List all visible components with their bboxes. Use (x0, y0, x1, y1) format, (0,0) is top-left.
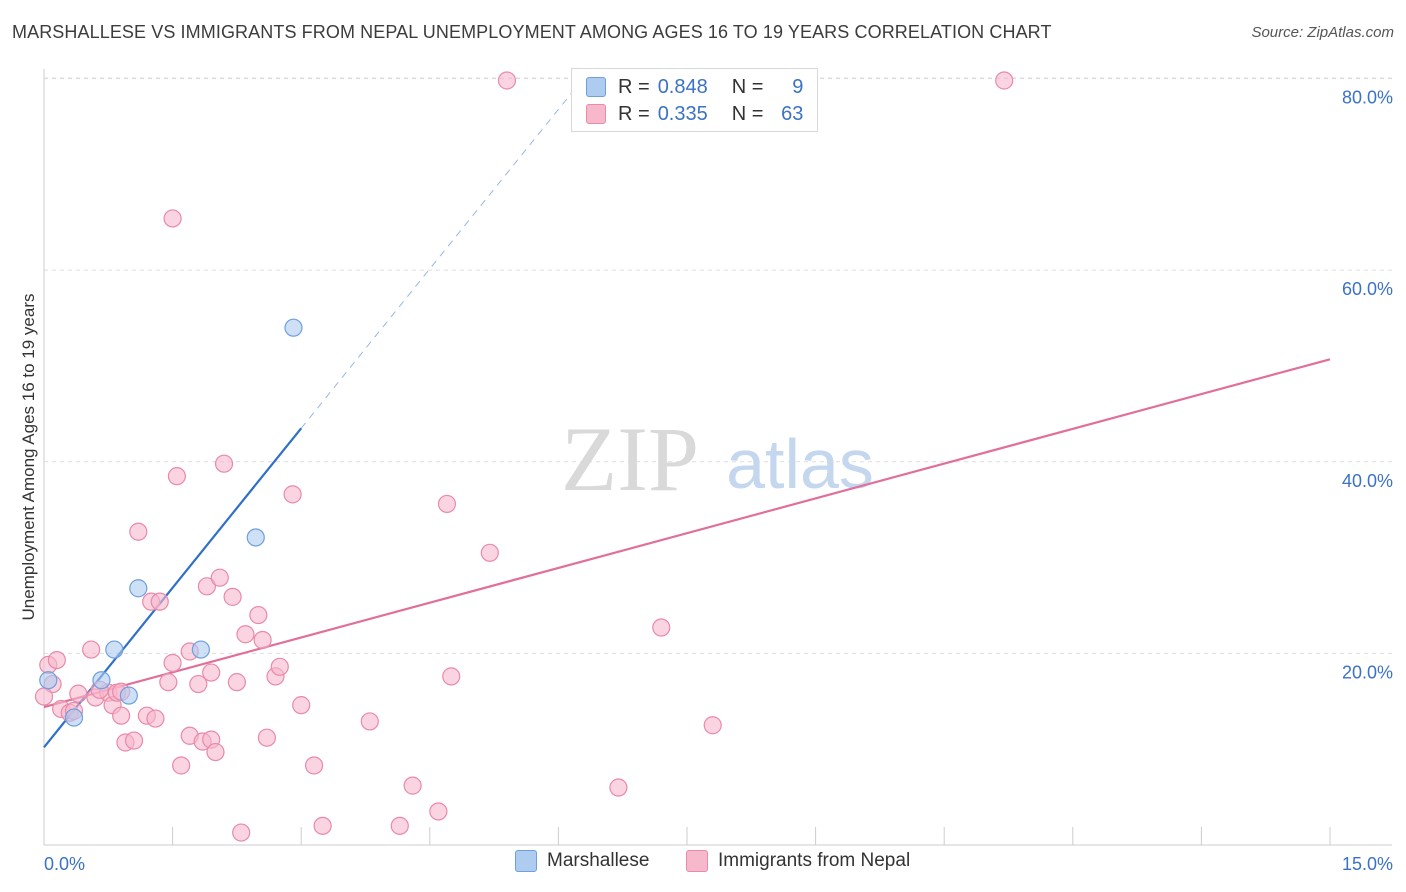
nepal-point (249, 605, 268, 625)
legend-item-nepal[interactable]: Immigrants from Nepal (686, 850, 910, 872)
marshallese-point (246, 528, 265, 547)
n-label: N = (731, 75, 764, 98)
nepal-legend-swatch (686, 850, 708, 872)
nepal-point (283, 485, 302, 504)
marshallese-point (105, 640, 124, 659)
nepal-point (304, 756, 324, 775)
chart-title: MARSHALLESE VS IMMIGRANTS FROM NEPAL UNE… (12, 22, 1052, 42)
nepal-point (270, 657, 289, 676)
marshallese-point (284, 318, 303, 337)
gridlines (44, 77, 1392, 654)
n-label: N = (731, 102, 764, 125)
tick-labels: 20.0% 40.0% 60.0% 80.0% 0.0% 15.0% (44, 88, 1393, 874)
y-axis-label: Unemployment Among Ages 16 to 19 years (19, 294, 38, 621)
r-value: 0.848 (657, 75, 708, 98)
nepal-point (360, 712, 379, 731)
nepal-swatch (586, 104, 606, 124)
r-label: R = (618, 75, 650, 98)
data-points (34, 71, 1014, 842)
nepal-point (652, 618, 671, 637)
source-label: Source: ZipAtlas.com (1251, 24, 1394, 41)
r-label: R = (618, 102, 650, 125)
nepal-point (163, 653, 182, 673)
axes (43, 69, 1392, 846)
marshallese-point (92, 671, 111, 690)
marshallese-point (129, 579, 148, 598)
marshallese-trend-extension (300, 87, 576, 429)
nepal-point (609, 778, 628, 797)
y-tick-label: 40.0% (1342, 471, 1393, 491)
legend-item-marshallese[interactable]: Marshallese (515, 850, 649, 872)
x-tick-label: 15.0% (1342, 854, 1393, 874)
marshallese-point (39, 671, 58, 690)
marshallese-legend-swatch (515, 850, 537, 872)
legend-row-nepal: R = 0.335 N = 63 (586, 102, 803, 126)
nepal-point (34, 687, 54, 706)
watermark-zip: ZIP (561, 408, 699, 510)
nepal-legend-label: Immigrants from Nepal (718, 850, 911, 871)
nepal-point (995, 71, 1014, 90)
nepal-point (197, 577, 216, 596)
nepal-point (232, 823, 251, 842)
nepal-point (497, 71, 517, 90)
nepal-point (159, 673, 178, 692)
nepal-point (150, 592, 169, 611)
nepal-point (429, 802, 448, 821)
nepal-point (112, 706, 131, 725)
n-value: 63 (781, 102, 804, 125)
nepal-point (69, 684, 88, 703)
nepal-point (210, 568, 229, 587)
nepal-point (292, 696, 311, 715)
marshallese-point (64, 708, 84, 727)
marshallese-legend-label: Marshallese (547, 850, 650, 871)
nepal-point (47, 651, 66, 670)
nepal-point (257, 728, 277, 747)
nepal-point (703, 716, 722, 735)
nepal-point (172, 756, 191, 775)
r-value: 0.335 (657, 102, 708, 125)
correlation-legend: R = 0.848 N = 9 R = 0.335 N = 63 (571, 68, 818, 132)
nepal-point (163, 209, 182, 228)
nepal-point (403, 776, 422, 795)
nepal-point (189, 674, 208, 694)
nepal-point (124, 731, 144, 750)
y-tick-label: 20.0% (1342, 662, 1393, 682)
nepal-point (214, 454, 234, 473)
marshallese-point (119, 686, 138, 705)
nepal-trend-line (43, 358, 1331, 709)
nepal-point (480, 543, 499, 562)
nepal-point (390, 816, 409, 835)
nepal-point (206, 742, 225, 762)
nepal-point (82, 640, 101, 659)
nepal-point (227, 673, 246, 692)
watermark-atlas: atlas (726, 425, 874, 503)
watermark: ZIP atlas (561, 408, 874, 510)
n-value: 9 (792, 75, 804, 98)
marshallese-swatch (586, 77, 606, 97)
nepal-point (442, 667, 461, 686)
nepal-point (253, 630, 272, 650)
nepal-point (236, 625, 255, 644)
y-tick-label: 80.0% (1342, 88, 1393, 108)
x-tick-label: 0.0% (44, 854, 85, 874)
nepal-point (167, 467, 186, 486)
nepal-point (437, 494, 457, 514)
nepal-point (202, 663, 221, 682)
marshallese-point (191, 640, 210, 659)
nepal-point (223, 587, 242, 606)
legend-row-marshallese: R = 0.848 N = 9 (586, 75, 803, 99)
nepal-point (146, 709, 165, 728)
nepal-point (313, 816, 332, 835)
y-tick-label: 60.0% (1342, 279, 1393, 299)
nepal-point (129, 522, 148, 541)
